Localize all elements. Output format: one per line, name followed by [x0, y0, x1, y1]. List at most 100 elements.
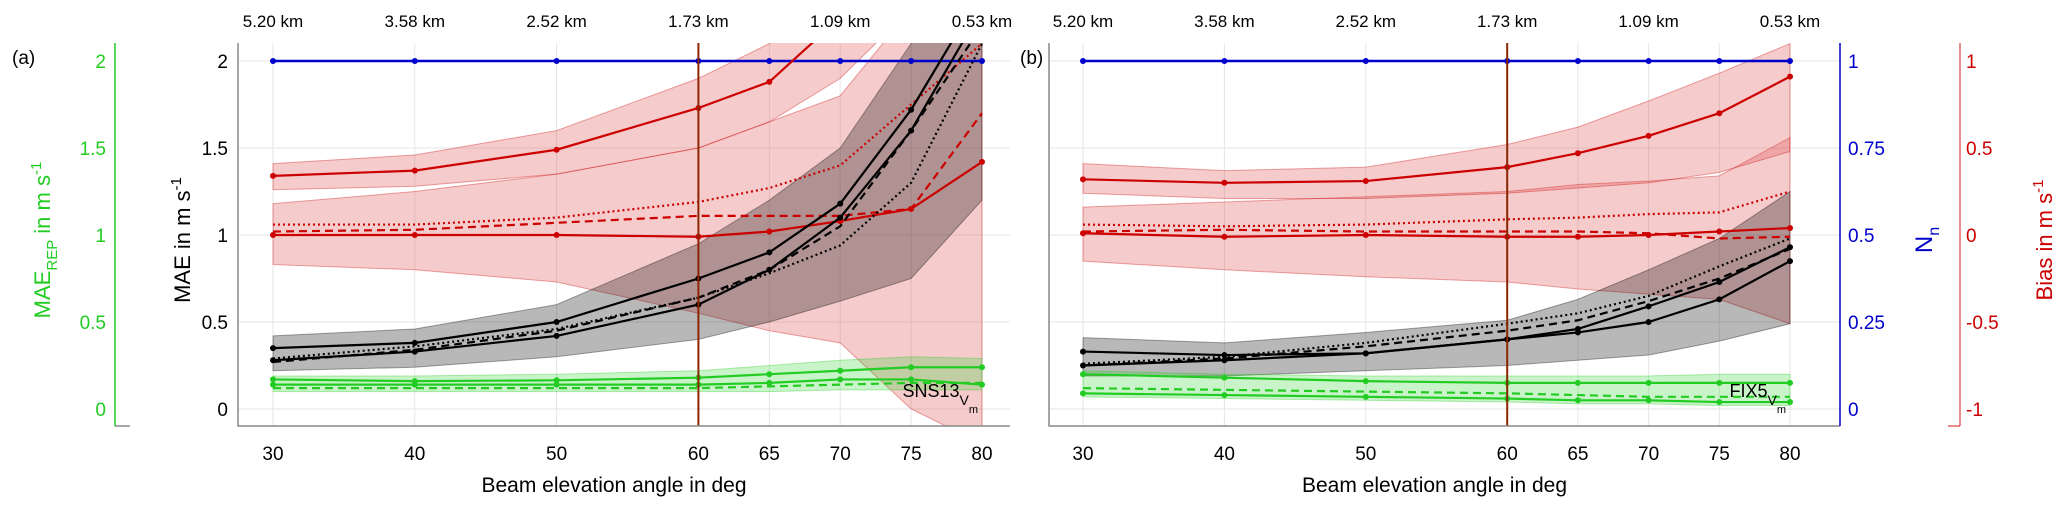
x-tick-label: 80: [1779, 444, 1800, 465]
bias-tick-label: 0.5: [1966, 139, 1992, 160]
mae-spread-band: [272, 43, 983, 372]
bias-solid-point: [411, 232, 418, 238]
rep-solid-upper-point: [1221, 374, 1228, 381]
bias-solid-upper-point: [1080, 176, 1086, 183]
x-tick-label: 75: [901, 444, 922, 465]
rep-solid-point: [1362, 393, 1369, 400]
nn-point: [1787, 58, 1793, 64]
mae-solid-line: [1082, 246, 1791, 367]
mae-solid-upper-point: [1787, 258, 1793, 265]
mae-solid-point: [837, 214, 844, 221]
x-tick-label: 40: [1214, 444, 1235, 465]
top-distance-label: 0.53 km: [1760, 12, 1820, 31]
rep-label-main: MAE: [30, 271, 55, 319]
bias-solid-point: [1080, 230, 1086, 237]
rep-solid-point: [1716, 399, 1723, 406]
rep-solid-upper-point: [1080, 371, 1086, 378]
rep-solid-upper-point: [1716, 379, 1723, 386]
panel-annotation: SNS13Vm: [902, 381, 978, 416]
bias-spread-band: [272, 43, 983, 426]
mae-tick-label: 0: [217, 400, 228, 421]
nn-point: [908, 58, 915, 64]
bias-solid-point: [1574, 233, 1581, 240]
rep-tick-label: 1.5: [80, 139, 106, 160]
rep-solid-line: [1082, 392, 1790, 404]
rep-label-rest: in m s: [30, 175, 55, 240]
rep-solid-upper-point: [908, 364, 915, 371]
rep-solid-point: [908, 376, 915, 383]
mae-solid-upper-point: [837, 200, 844, 207]
bias-y-axis-label-part: -1: [2030, 180, 2047, 193]
bias-solid-point: [979, 158, 985, 165]
mae-spread-band: [1082, 190, 1791, 377]
mae-solid-upper-point: [766, 249, 773, 256]
rep-tick-label: 0.5: [80, 313, 106, 334]
x-tick-label: 30: [262, 444, 283, 465]
bias-solid-upper-point: [270, 172, 276, 179]
x-tick-label: 60: [1497, 444, 1518, 465]
bias-solid-upper-point: [1787, 73, 1793, 80]
bias-solid-upper-point: [766, 78, 773, 85]
nn-tick-label: 1: [1848, 52, 1859, 73]
bias-solid-point: [553, 232, 560, 238]
bias-solid-line: [1082, 226, 1791, 238]
x-tick-label: 50: [1355, 444, 1376, 465]
bias-dashed-line: [272, 112, 983, 233]
rep-label-sub: REP: [44, 240, 61, 271]
axes-frame: [1048, 43, 1840, 427]
mae-solid-point: [979, 6, 985, 12]
rep-solid-upper-point: [1645, 379, 1652, 386]
mae-solid-upper-point: [1645, 319, 1652, 325]
x-tick-label: 30: [1072, 444, 1093, 465]
rep-solid-point: [766, 379, 773, 386]
x-tick-label: 50: [546, 444, 567, 465]
top-distance-label: 2.52 km: [1336, 12, 1396, 31]
rep-dashed-line: [273, 381, 982, 390]
top-distance-label: 5.20 km: [1053, 12, 1113, 31]
x-tick-label: 75: [1709, 444, 1730, 465]
nn-point: [1645, 58, 1652, 64]
mae-solid-point: [1574, 325, 1581, 332]
rep-solid-point: [411, 381, 418, 388]
bias-solid-point: [1221, 233, 1228, 240]
nn-point: [837, 58, 844, 64]
rep-solid-upper-point: [837, 367, 844, 374]
mae-solid-point: [1716, 278, 1723, 285]
bias-y-axis-label-part: Bias in m s: [2032, 193, 2057, 301]
mae-solid-upper-point: [553, 319, 560, 325]
nn-point: [411, 58, 418, 64]
bias-solid-upper-point: [1716, 110, 1723, 117]
x-tick-label: 65: [1567, 444, 1588, 465]
x-tick-label: 60: [688, 444, 709, 465]
rep-solid-upper-point: [1574, 379, 1581, 386]
axes-frame: [237, 43, 1010, 427]
plot-area: [1080, 43, 1793, 407]
mae-solid-upper-point: [1080, 348, 1086, 355]
annotation-main: FIX5: [1729, 381, 1767, 401]
rep-solid-upper-point: [270, 376, 276, 383]
bias-solid-point: [766, 228, 773, 235]
annotation-subsub: m: [1777, 404, 1786, 416]
mae-dotted-line: [272, 43, 983, 360]
nn-point: [1362, 58, 1369, 64]
bias-dotted-line: [273, 43, 983, 226]
bias-solid-upper-point: [1574, 150, 1581, 157]
rep-solid-point: [270, 381, 276, 388]
top-distance-label: 3.58 km: [385, 12, 445, 31]
mae-y-axis-label-part: -1: [168, 177, 185, 190]
bias-spread-band: [272, 43, 877, 191]
bias-y-axis-label: Bias in m s-1: [2030, 180, 2057, 301]
x-tick-label: 40: [404, 444, 425, 465]
panel-a: 30 40 50 60 65 70 75 80 Beam elevation angle in …: [12, 6, 1012, 497]
bias-tick-label: 0: [1966, 226, 1977, 247]
bias-dashed-line: [1082, 228, 1791, 240]
rep-dashed-line: [1082, 387, 1790, 398]
annotation-sub: V: [959, 392, 969, 408]
bias-solid-upper-line: [272, 43, 814, 177]
x-tick-label: 70: [1638, 444, 1659, 465]
rep-solid-point: [837, 376, 844, 383]
rep-tick-label: 2: [95, 52, 106, 73]
